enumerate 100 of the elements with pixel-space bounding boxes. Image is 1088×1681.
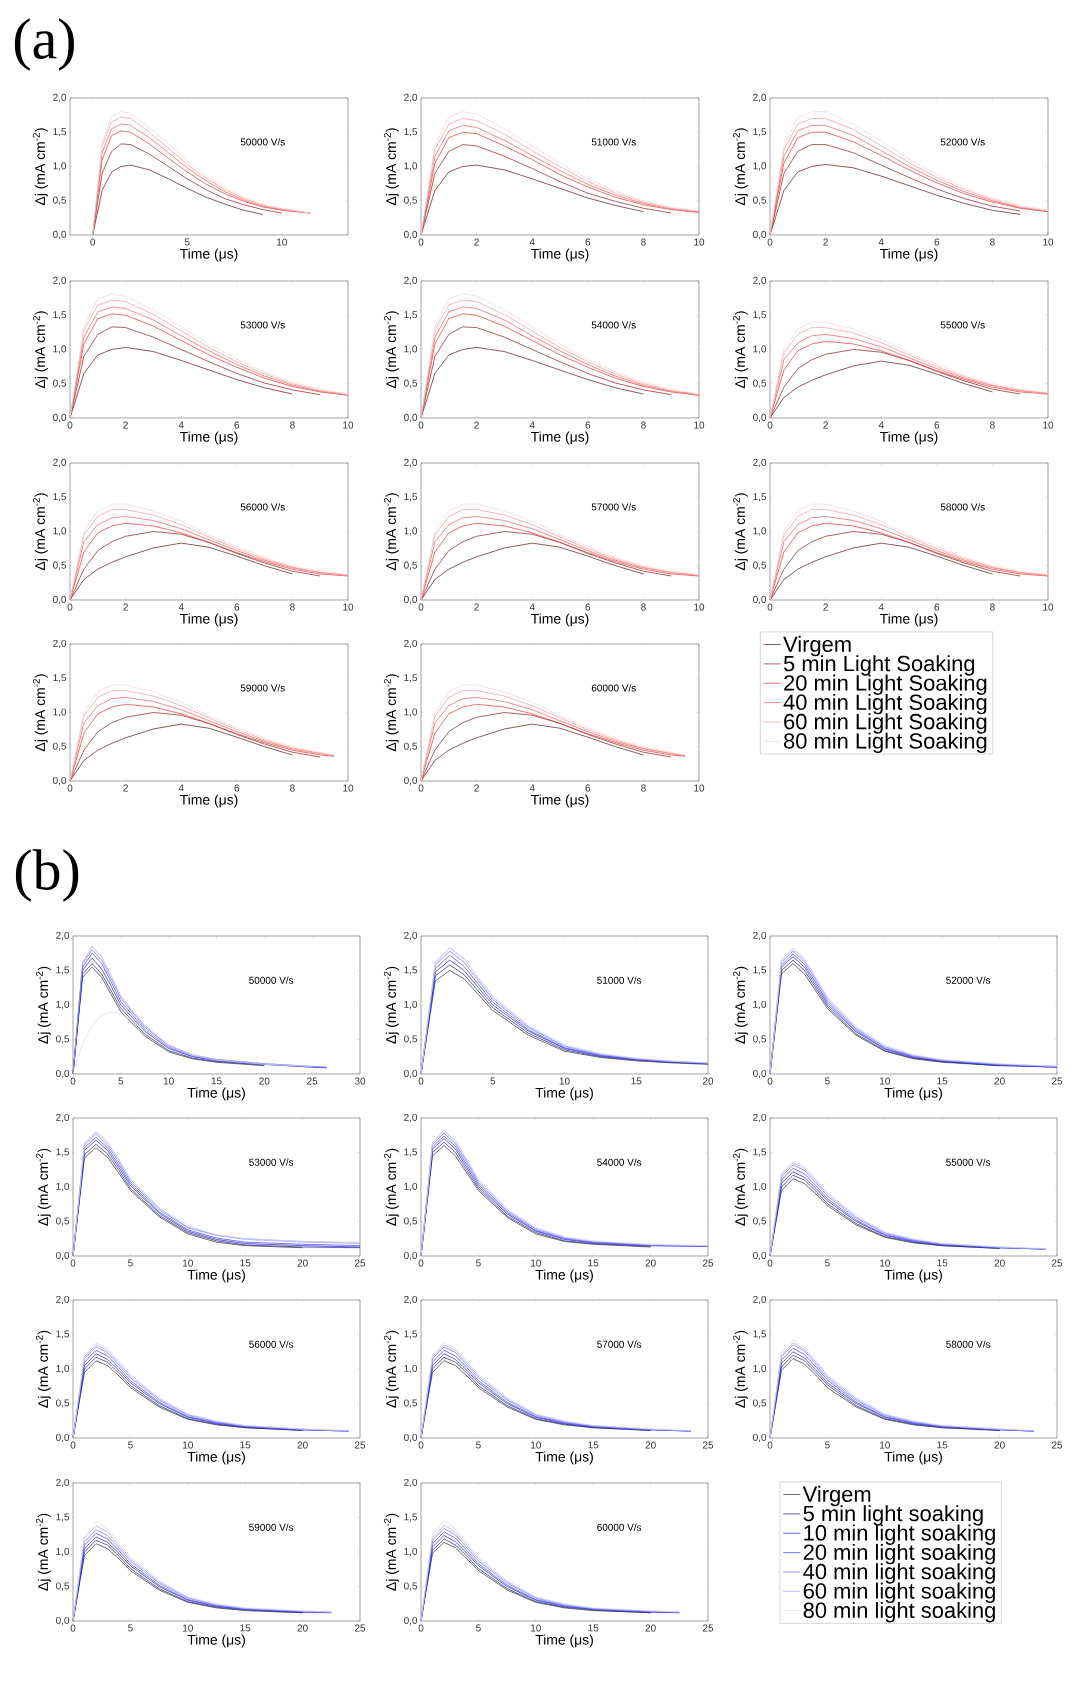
x-tick-label: 2 [474,603,479,611]
x-tick-label: 0 [70,1259,76,1267]
y-tick-label: 0,5 [753,379,767,388]
x-tick-label: 2 [823,603,828,611]
x-tick-label: 10 [694,238,705,246]
y-tick-label: 1,5 [56,966,70,975]
y-tick-label: 1,0 [53,527,67,536]
x-axis-title: Time (μs) [179,613,238,627]
x-tick-label: 10 [880,1077,890,1085]
y-tick-label: 0,0 [753,1251,767,1261]
y-tick-label: 1,5 [753,966,767,975]
x-tick-label: 10 [531,1624,541,1632]
x-tick-label: 10 [531,1441,541,1449]
annotation: 55000 V/s [940,321,985,329]
x-tick-label: 2 [123,421,128,429]
y-tick-label: 1,0 [753,1000,767,1010]
y-tick-label: 1,5 [753,1148,767,1157]
x-tick-label: 20 [994,1077,1005,1085]
annotation: 55000 V/s [946,1158,991,1166]
x-tick-label: 0 [418,603,424,611]
y-tick-label: 1,5 [753,311,767,320]
x-axis-title: Time (μs) [530,248,589,262]
x-tick-label: 6 [234,421,240,429]
x-tick-label: 0 [67,784,73,792]
x-tick-label: 10 [183,1259,193,1267]
y-tick-label: 0,5 [404,379,418,388]
x-tick-label: 6 [934,421,940,429]
y-tick-label: 2,0 [753,1113,767,1123]
y-tick-label: 1,0 [404,345,418,354]
x-tick-label: 2 [474,784,479,792]
x-tick-label: 4 [178,421,184,429]
x-tick-label: 6 [934,603,940,611]
y-tick-label: 2,0 [404,458,418,468]
y-tick-label: 1,5 [404,1513,418,1522]
y-tick-label: 0,0 [53,595,67,605]
y-tick-label: 1,0 [53,345,67,354]
y-tick-label: 0,0 [753,595,767,605]
y-tick-label: 2,0 [753,93,767,103]
annotation: 50000 V/s [249,976,294,984]
x-tick-label: 15 [588,1441,599,1449]
y-tick-label: 1,0 [56,1000,70,1010]
x-tick-label: 20 [259,1077,270,1085]
y-tick-label: 1,5 [753,1330,767,1339]
x-tick-label: 6 [234,603,240,611]
y-tick-label: 2,0 [56,1113,70,1123]
x-tick-label: 15 [937,1441,948,1449]
x-tick-label: 8 [290,784,295,792]
y-axis-title: Δj (mA cm$^{-2}$) [35,1148,51,1226]
y-tick-label: 1,5 [404,311,418,320]
x-axis-title: Time (μs) [880,431,938,445]
x-axis-title: Time (μs) [884,1269,942,1283]
annotation: 54000 V/s [591,321,636,329]
y-axis-title: Δj (mA cm$^{-2}$) [32,493,48,571]
y-tick-label: 2,0 [753,458,767,468]
x-tick-label: 5 [128,1441,133,1449]
x-tick-label: 2 [474,238,479,246]
x-tick-label: 0 [767,1077,773,1085]
x-axis-title: Time (μs) [535,1087,593,1101]
annotation: 54000 V/s [597,1158,642,1166]
annotation: 57000 V/s [591,503,636,511]
y-axis-title: Δj (mA cm$^{-2}$) [383,1513,399,1591]
y-tick-label: 0,0 [404,776,418,786]
x-tick-label: 25 [702,1624,714,1632]
x-tick-label: 5 [476,1441,481,1449]
y-tick-label: 1,5 [53,128,67,137]
x-tick-label: 0 [418,1259,424,1267]
legend-label: Virgem [783,635,851,657]
x-axis-title: Time (μs) [880,248,938,262]
y-axis-title: Δj (mA cm$^{-2}$) [732,128,748,206]
x-tick-label: 0 [767,603,773,611]
y-tick-label: 1,5 [753,128,767,137]
annotation: 53000 V/s [240,321,285,329]
x-tick-label: 20 [994,1259,1005,1267]
x-tick-label: 5 [825,1259,830,1267]
x-tick-label: 4 [529,603,535,611]
y-tick-label: 1,0 [753,345,767,354]
x-tick-label: 10 [880,1441,890,1449]
y-tick-label: 0,5 [53,379,67,388]
x-tick-label: 5 [476,1259,481,1267]
y-tick-label: 1,5 [56,1330,70,1339]
y-tick-label: 1,5 [56,1148,70,1157]
y-tick-label: 0,5 [56,1582,70,1591]
y-axis-title: Δj (mA cm$^{-2}$) [383,966,399,1044]
y-tick-label: 1,0 [56,1547,70,1557]
y-tick-label: 0,5 [404,742,418,751]
x-tick-label: 4 [529,238,535,246]
x-tick-label: 25 [307,1077,318,1085]
y-tick-label: 0,0 [753,413,767,423]
x-tick-label: 20 [994,1441,1005,1449]
y-tick-label: 0,5 [404,1582,418,1591]
x-tick-label: 0 [67,603,73,611]
x-tick-label: 2 [474,421,479,429]
y-tick-label: 0,5 [404,1217,418,1226]
x-tick-label: 6 [585,784,591,792]
x-tick-label: 15 [240,1441,251,1449]
y-axis-title: Δj (mA cm$^{-2}$) [32,128,48,206]
y-tick-label: 2,0 [56,1295,70,1305]
x-tick-label: 10 [694,603,705,611]
annotation: 60000 V/s [597,1523,642,1531]
x-tick-label: 5 [118,1077,124,1085]
